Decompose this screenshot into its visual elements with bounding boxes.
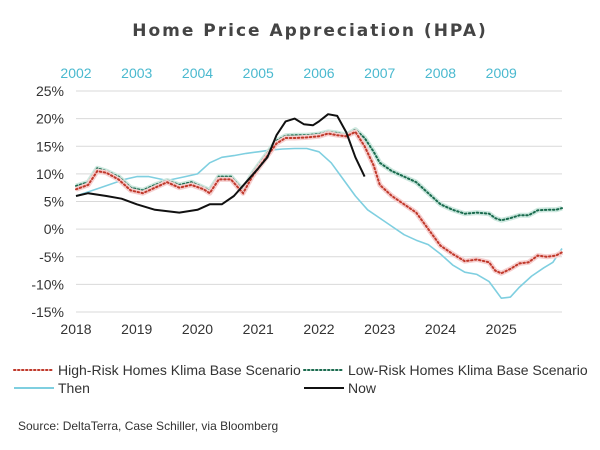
x-axis: 2018 2019 2020 2021 2022 2023 2024 2025 [60, 321, 517, 337]
source-note: Source: DeltaTerra, Case Schiller, via B… [18, 419, 278, 433]
series-low-line [75, 128, 563, 222]
y-tick-label: -5% [39, 249, 64, 265]
x-tick-label: 2022 [303, 321, 334, 337]
legend-label-then: Then [58, 380, 90, 396]
legend-label-low: Low-Risk Homes Klima Base Scenario [348, 362, 588, 378]
top-tick-label: 2005 [243, 65, 274, 81]
top-tick-label: 2008 [425, 65, 456, 81]
x-tick-label: 2021 [243, 321, 274, 337]
series-high-line [75, 130, 563, 275]
y-tick-label: 10% [36, 166, 64, 182]
x-tick-label: 2023 [364, 321, 395, 337]
top-tick-label: 2007 [364, 65, 395, 81]
x-tick-label: 2020 [182, 321, 213, 337]
x-tick-label: 2025 [486, 321, 517, 337]
y-tick-label: 0% [44, 221, 64, 237]
top-tick-label: 2004 [182, 65, 213, 81]
top-tick-label: 2009 [486, 65, 517, 81]
y-tick-label: -10% [31, 276, 64, 292]
y-axis: -15% -10% -5% 0% 5% 10% 15% 20% 25% [31, 83, 64, 320]
x-tick-label: 2019 [121, 321, 152, 337]
chart-title: Home Price Appreciation (HPA) [132, 21, 488, 41]
legend-label-high: High-Risk Homes Klima Base Scenario [58, 362, 301, 378]
top-tick-label: 2006 [303, 65, 334, 81]
series-then-line [75, 147, 563, 299]
x-tick-label: 2024 [425, 321, 456, 337]
series-high-halo [75, 129, 564, 276]
top-axis: 2002 2003 2004 2005 2006 2007 2008 2009 [60, 65, 517, 81]
series-lines [75, 113, 564, 299]
series-now-line [75, 113, 366, 214]
x-tick-label: 2018 [60, 321, 91, 337]
series-low-halo [75, 127, 563, 223]
grid-lines [76, 90, 562, 313]
legend-label-now: Now [348, 380, 377, 396]
y-tick-label: 15% [36, 138, 64, 154]
y-tick-label: 5% [44, 194, 64, 210]
y-tick-label: 25% [36, 83, 64, 99]
legend: High-Risk Homes Klima Base Scenario Low-R… [13, 362, 588, 396]
top-tick-label: 2002 [60, 65, 91, 81]
top-tick-label: 2003 [121, 65, 152, 81]
y-tick-label: -15% [31, 304, 64, 320]
y-tick-label: 20% [36, 111, 64, 127]
